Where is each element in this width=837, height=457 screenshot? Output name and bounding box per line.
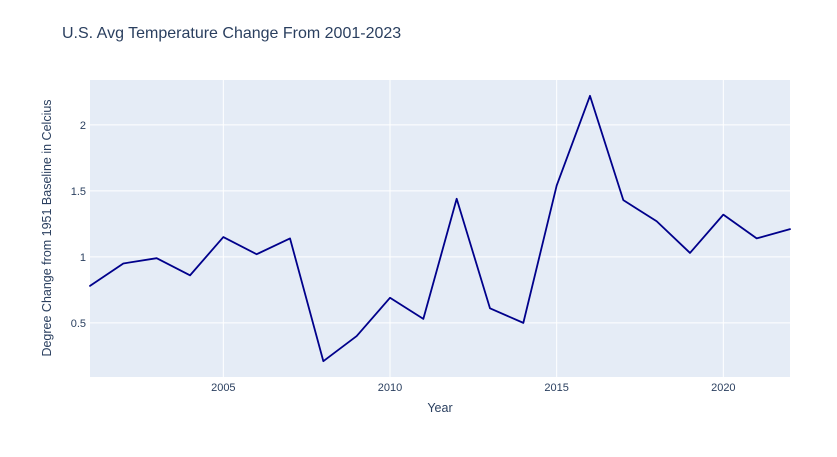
chart-title: U.S. Avg Temperature Change From 2001-20…	[62, 25, 401, 42]
y-tick-label: 2	[80, 120, 86, 132]
series-layer	[89, 94, 791, 363]
y-axis-ticks: 0.5 1 1.5 2	[71, 120, 86, 330]
series-line-0	[89, 94, 791, 363]
y-tick-label: 1.5	[71, 186, 86, 198]
x-tick-label: 2015	[544, 382, 568, 394]
x-tick-label: 2020	[711, 382, 735, 394]
x-tick-label: 2005	[211, 382, 235, 394]
y-tick-label: 1	[80, 252, 86, 264]
x-axis-ticks: 2005 2010 2015 2020	[211, 382, 735, 394]
x-tick-label: 2010	[378, 382, 402, 394]
y-axis-label: Degree Change from 1951 Baseline in Celc…	[40, 99, 54, 356]
x-axis-label: Year	[427, 401, 452, 415]
plot-area	[90, 80, 790, 377]
y-tick-label: 0.5	[71, 318, 86, 330]
